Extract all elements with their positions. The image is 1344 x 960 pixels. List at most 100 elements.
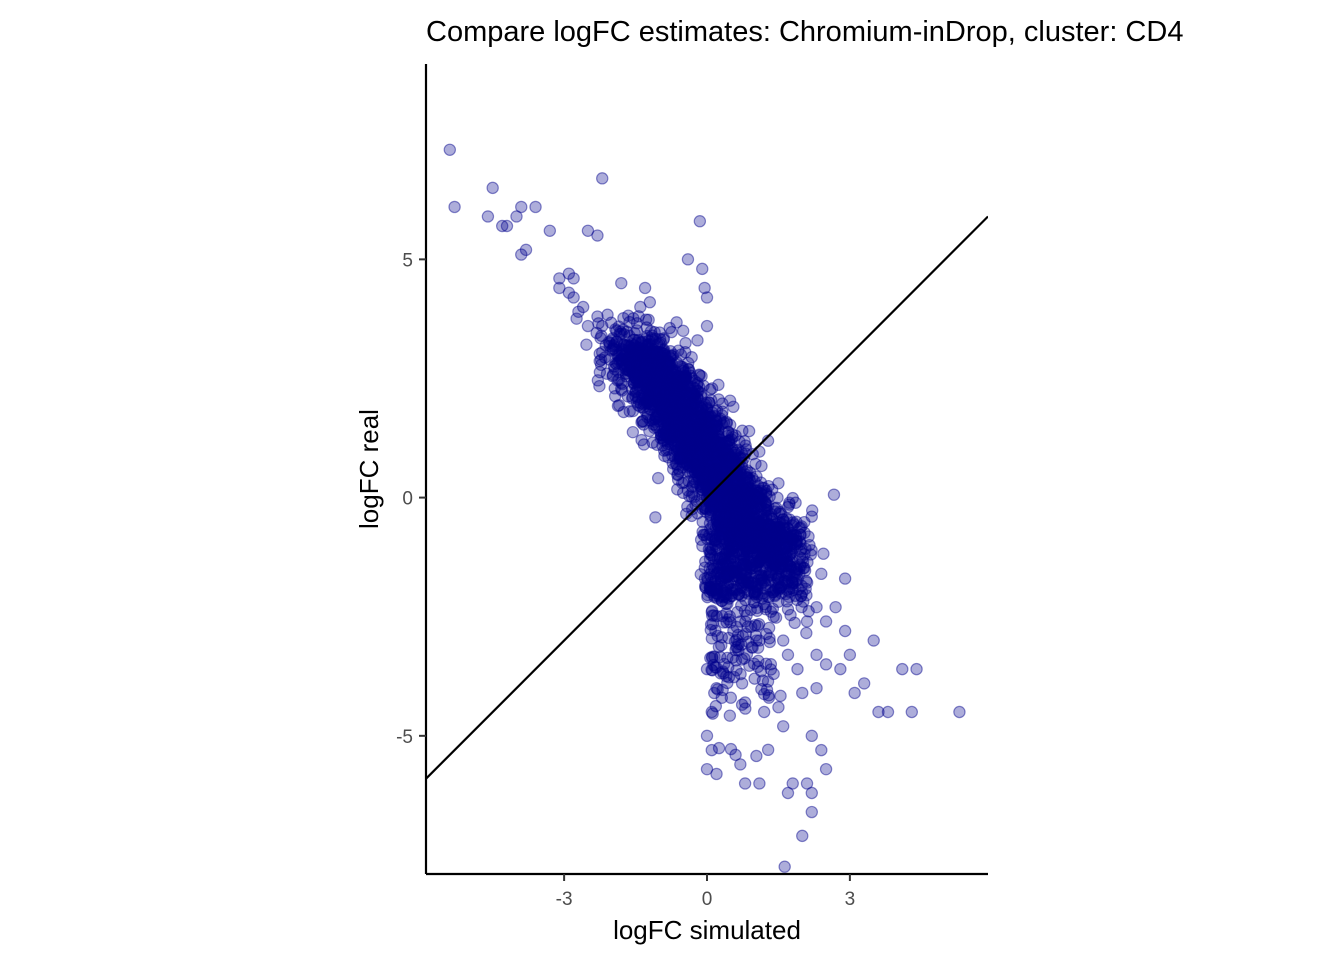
- cloud-point: [761, 549, 775, 562]
- cloud-point: [632, 360, 646, 374]
- cloud-point: [771, 543, 784, 557]
- cloud-point: [734, 537, 748, 550]
- cloud-point: [612, 320, 626, 333]
- cloud-point: [745, 494, 759, 507]
- cloud-point: [732, 457, 746, 470]
- cloud-point: [616, 377, 629, 391]
- cloud-point: [657, 360, 671, 374]
- cloud-point: [728, 556, 742, 570]
- cloud-point: [762, 509, 775, 523]
- cloud-point: [668, 390, 681, 404]
- cloud-point: [719, 534, 733, 547]
- data-point: [619, 367, 633, 380]
- cloud-point: [697, 459, 710, 473]
- cloud-point: [703, 444, 716, 457]
- cloud-point: [690, 464, 704, 478]
- cloud-point: [717, 467, 730, 480]
- cloud-point: [676, 461, 689, 474]
- cloud-point: [634, 373, 648, 387]
- cloud-point: [648, 418, 662, 432]
- cloud-point: [670, 399, 683, 412]
- cloud-point: [631, 352, 644, 366]
- cloud-point: [695, 483, 708, 496]
- cloud-point: [737, 490, 750, 504]
- cloud-point: [784, 608, 797, 622]
- cloud-point: [720, 415, 733, 429]
- cloud-point: [663, 375, 677, 389]
- cloud-point: [641, 410, 654, 424]
- cloud-point: [718, 497, 731, 511]
- cloud-point: [759, 495, 772, 509]
- cloud-point: [634, 358, 647, 371]
- cloud-point: [683, 437, 697, 450]
- cloud-point: [628, 338, 641, 352]
- cloud-point: [717, 436, 731, 449]
- cloud-point: [739, 627, 753, 641]
- cloud-point: [665, 376, 679, 390]
- cloud-point: [739, 439, 752, 452]
- cloud-point: [659, 363, 672, 377]
- cloud-point: [715, 485, 728, 498]
- cloud-point: [747, 516, 760, 529]
- cloud-point: [663, 373, 677, 386]
- cloud-point: [684, 441, 697, 454]
- cloud-point: [671, 387, 684, 400]
- cloud-point: [744, 490, 757, 503]
- cloud-point: [697, 379, 710, 392]
- cloud-point: [735, 468, 748, 482]
- cloud-point: [636, 335, 649, 348]
- data-point: [734, 615, 747, 628]
- cloud-point: [666, 400, 679, 413]
- data-point: [724, 691, 738, 704]
- cloud-point: [700, 459, 713, 472]
- cloud-point: [728, 446, 741, 460]
- cloud-point: [713, 490, 727, 503]
- cloud-point: [786, 491, 799, 505]
- cloud-point: [786, 529, 800, 542]
- cloud-point: [661, 376, 674, 390]
- cloud-point: [749, 554, 762, 567]
- cloud-point: [711, 477, 725, 491]
- cloud-point: [611, 349, 624, 362]
- cloud-point: [650, 438, 664, 451]
- cloud-point: [695, 429, 708, 442]
- cloud-point: [723, 534, 736, 548]
- cloud-point: [711, 441, 725, 455]
- data-point: [786, 777, 799, 790]
- cloud-point: [601, 308, 614, 321]
- cloud-point: [679, 371, 692, 384]
- cloud-point: [654, 350, 667, 363]
- cloud-point: [714, 511, 727, 524]
- y-tick-label: 5: [402, 250, 413, 271]
- cloud-point: [769, 518, 783, 531]
- cloud-point: [677, 398, 691, 412]
- cloud-point: [692, 416, 706, 430]
- cloud-point: [662, 410, 675, 424]
- cloud-point: [662, 412, 676, 426]
- cloud-point: [722, 503, 735, 516]
- cloud-point: [711, 467, 724, 480]
- cloud-point: [665, 431, 678, 444]
- data-point: [819, 762, 833, 776]
- cloud-point: [711, 455, 724, 469]
- cloud-point: [635, 362, 648, 375]
- cloud-point: [672, 393, 685, 407]
- cloud-point: [767, 536, 781, 549]
- cloud-point: [695, 390, 708, 404]
- cloud-point: [744, 483, 757, 496]
- cloud-point: [729, 504, 742, 517]
- plot-panel: [426, 143, 988, 873]
- cloud-point: [642, 351, 656, 364]
- cloud-point: [744, 485, 758, 499]
- cloud-point: [664, 366, 677, 379]
- cloud-point: [671, 399, 685, 412]
- cloud-point: [697, 408, 710, 421]
- cloud-point: [730, 510, 743, 524]
- cloud-point: [680, 433, 693, 446]
- cloud-point: [710, 483, 724, 496]
- cloud-point: [760, 503, 774, 517]
- cloud-point: [710, 432, 723, 445]
- cloud-point: [725, 502, 738, 515]
- cloud-point: [671, 473, 685, 486]
- cloud-point: [610, 335, 623, 349]
